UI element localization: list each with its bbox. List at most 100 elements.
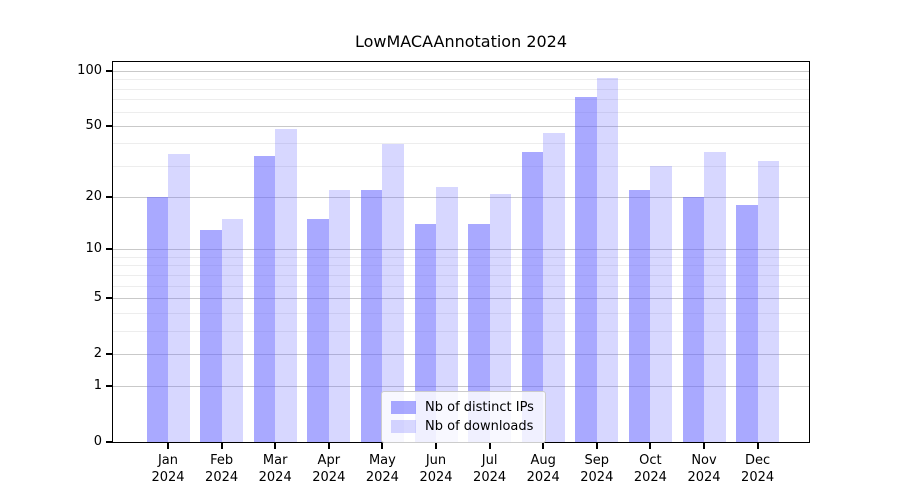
gridline-major-20: [113, 197, 809, 199]
x-tick-label-feb: Feb 2024: [190, 452, 254, 486]
bar-downloads-apr: [328, 189, 351, 442]
x-tick-label-may: May 2024: [350, 452, 414, 486]
bar-distinct-ips-nov: [682, 197, 704, 442]
bar-distinct-ips-mar: [253, 156, 276, 442]
bar-downloads-jun: [436, 186, 458, 442]
x-tick-apr: [327, 443, 330, 449]
gridline-minor-7: [113, 274, 809, 276]
x-tick-month: Oct: [639, 453, 662, 468]
y-tick-1: [106, 385, 112, 388]
x-tick-month: Dec: [745, 453, 771, 468]
y-tick-label-10: 10: [85, 241, 102, 257]
y-tick-5: [106, 296, 112, 299]
bar-distinct-ips-jul: [468, 224, 490, 442]
bar-distinct-ips-jun: [414, 224, 436, 442]
x-tick-label-dec: Dec 2024: [726, 452, 790, 486]
y-tick-2: [106, 352, 112, 355]
x-tick-jan: [167, 443, 169, 449]
x-tick-year: 2024: [419, 470, 453, 485]
x-tick-label-sep: Sep 2024: [565, 452, 629, 486]
x-tick-month: Nov: [691, 453, 717, 468]
x-tick-year: 2024: [365, 470, 399, 485]
gridline-major-100: [113, 71, 809, 73]
gridline-major-2: [113, 353, 809, 355]
bar-distinct-ips-may: [360, 189, 383, 442]
y-tick-100: [106, 70, 112, 73]
gridline-minor-9: [113, 256, 809, 258]
x-tick-label-aug: Aug 2024: [511, 452, 575, 486]
gridline-minor-30: [113, 165, 809, 167]
bar-distinct-ips-apr: [307, 219, 329, 442]
bar-distinct-ips-jan: [146, 197, 168, 442]
x-tick-year: 2024: [473, 470, 507, 485]
legend-swatch-distinct-ips: [391, 401, 416, 414]
x-tick-jul: [488, 443, 491, 449]
legend-swatch-downloads: [391, 420, 416, 433]
bar-downloads-may: [382, 143, 404, 442]
y-tick-50: [106, 124, 112, 127]
bar-downloads-sep: [596, 77, 619, 442]
x-tick-dec: [756, 443, 759, 449]
gridline-minor-40: [113, 143, 809, 145]
x-tick-month: Jul: [481, 453, 498, 468]
gridline-minor-90: [113, 79, 809, 81]
x-tick-label-jun: Jun 2024: [404, 452, 468, 486]
x-tick-label-mar: Mar 2024: [243, 452, 307, 486]
x-tick-label-apr: Apr 2024: [297, 452, 361, 486]
legend-label-distinct-ips: Nb of distinct IPs: [425, 400, 534, 415]
gridline-major-50: [113, 125, 809, 127]
x-tick-year: 2024: [741, 470, 775, 485]
x-tick-oct: [649, 443, 652, 449]
bar-downloads-jul: [489, 193, 512, 442]
gridline-minor-6: [113, 285, 809, 287]
y-tick-0: [106, 441, 112, 443]
x-tick-feb: [220, 443, 223, 449]
gridline-minor-80: [113, 88, 809, 90]
x-tick-month: May: [368, 453, 396, 468]
x-tick-aug: [542, 443, 545, 449]
legend: Nb of distinct IPs Nb of downloads: [381, 391, 546, 443]
bar-downloads-aug: [543, 132, 565, 442]
gridline-minor-3: [113, 330, 809, 332]
x-tick-month: Aug: [530, 453, 556, 468]
x-tick-year: 2024: [580, 470, 614, 485]
x-tick-sep: [595, 443, 598, 449]
gridline-major-1: [113, 386, 809, 388]
bar-downloads-oct: [650, 165, 672, 442]
x-tick-mar: [274, 443, 277, 449]
gridline-minor-8: [113, 265, 809, 267]
x-tick-year: 2024: [258, 470, 292, 485]
bar-distinct-ips-feb: [200, 229, 222, 442]
x-tick-month: Apr: [317, 453, 341, 468]
x-tick-year: 2024: [205, 470, 239, 485]
chart-title: LowMACAAnnotation 2024: [354, 32, 568, 51]
bar-distinct-ips-aug: [521, 151, 544, 442]
x-tick-nov: [703, 443, 705, 449]
x-tick-month: Sep: [584, 453, 610, 468]
bar-downloads-nov: [704, 151, 726, 442]
gridline-minor-4: [113, 312, 809, 314]
x-tick-label-jul: Jul 2024: [458, 452, 522, 486]
x-tick-month: Mar: [262, 453, 288, 468]
legend-row-distinct-ips: Nb of distinct IPs: [391, 398, 534, 417]
x-tick-label-nov: Nov 2024: [672, 452, 736, 486]
y-tick-label-0: 0: [93, 434, 102, 449]
gridline-major-10: [113, 249, 809, 251]
bar-downloads-dec: [757, 160, 780, 442]
y-tick-label-20: 20: [85, 189, 102, 205]
y-tick-label-5: 5: [93, 289, 102, 305]
y-tick-label-100: 100: [77, 63, 102, 79]
y-tick-label-2: 2: [93, 345, 102, 361]
bar-downloads-feb: [221, 219, 244, 442]
bar-downloads-jan: [168, 153, 190, 442]
y-tick-20: [106, 196, 112, 199]
bar-distinct-ips-sep: [575, 97, 597, 442]
x-tick-year: 2024: [151, 470, 185, 485]
x-tick-month: Feb: [210, 453, 234, 468]
bar-distinct-ips-oct: [628, 189, 651, 442]
legend-row-downloads: Nb of downloads: [391, 417, 534, 436]
x-tick-label-jan: Jan 2024: [136, 452, 200, 486]
x-tick-year: 2024: [526, 470, 560, 485]
gridline-minor-70: [113, 99, 809, 101]
